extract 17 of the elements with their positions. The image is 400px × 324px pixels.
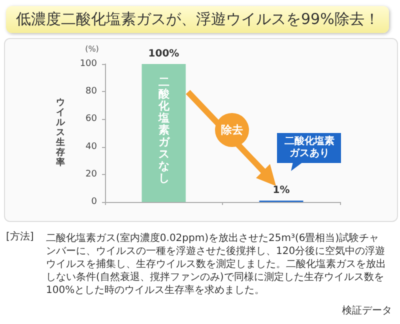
- chart-title: 低濃度二酸化塩素ガスが、浮遊ウイルスを99%除去！: [6, 6, 390, 33]
- data-label: 100%: [148, 48, 180, 60]
- category-label: 二酸化塩素ガスなし: [158, 76, 170, 184]
- y-tick-label: 100: [80, 59, 98, 69]
- y-axis-title: ウイルス生存率: [55, 98, 66, 168]
- y-tick-label: 80: [86, 86, 98, 97]
- y-tick-label: 0: [91, 197, 98, 207]
- text: 二酸化塩素ガス(室内濃度0.02ppm)を放出させた25m³(6畳相当)試験チャンバーに、ウイルスの一種を浮遊させた後撹拌し、120分後に空気中の浮遊ウイルスを捕集し、生存ウイルス数を測定しました。二酸化塩素ガスを放出しない条件(自然衰退、撹拌ファンのみ)で同様に測定した生存ウイルス数を100%とした時のウイルス生存率を求めました。: [46, 232, 386, 296]
- annotation: 除去: [221, 124, 243, 136]
- y-tick-label: 60: [86, 114, 98, 124]
- data-label: 1%: [272, 185, 290, 196]
- y-tick-label: 20: [86, 169, 98, 180]
- x-tick-label: 二酸化塩素ガスあり: [284, 135, 334, 160]
- text: 検証データ: [342, 304, 392, 316]
- y-tick-label: 40: [86, 142, 98, 152]
- text: (%): [85, 44, 99, 54]
- text: [方法]: [6, 230, 34, 242]
